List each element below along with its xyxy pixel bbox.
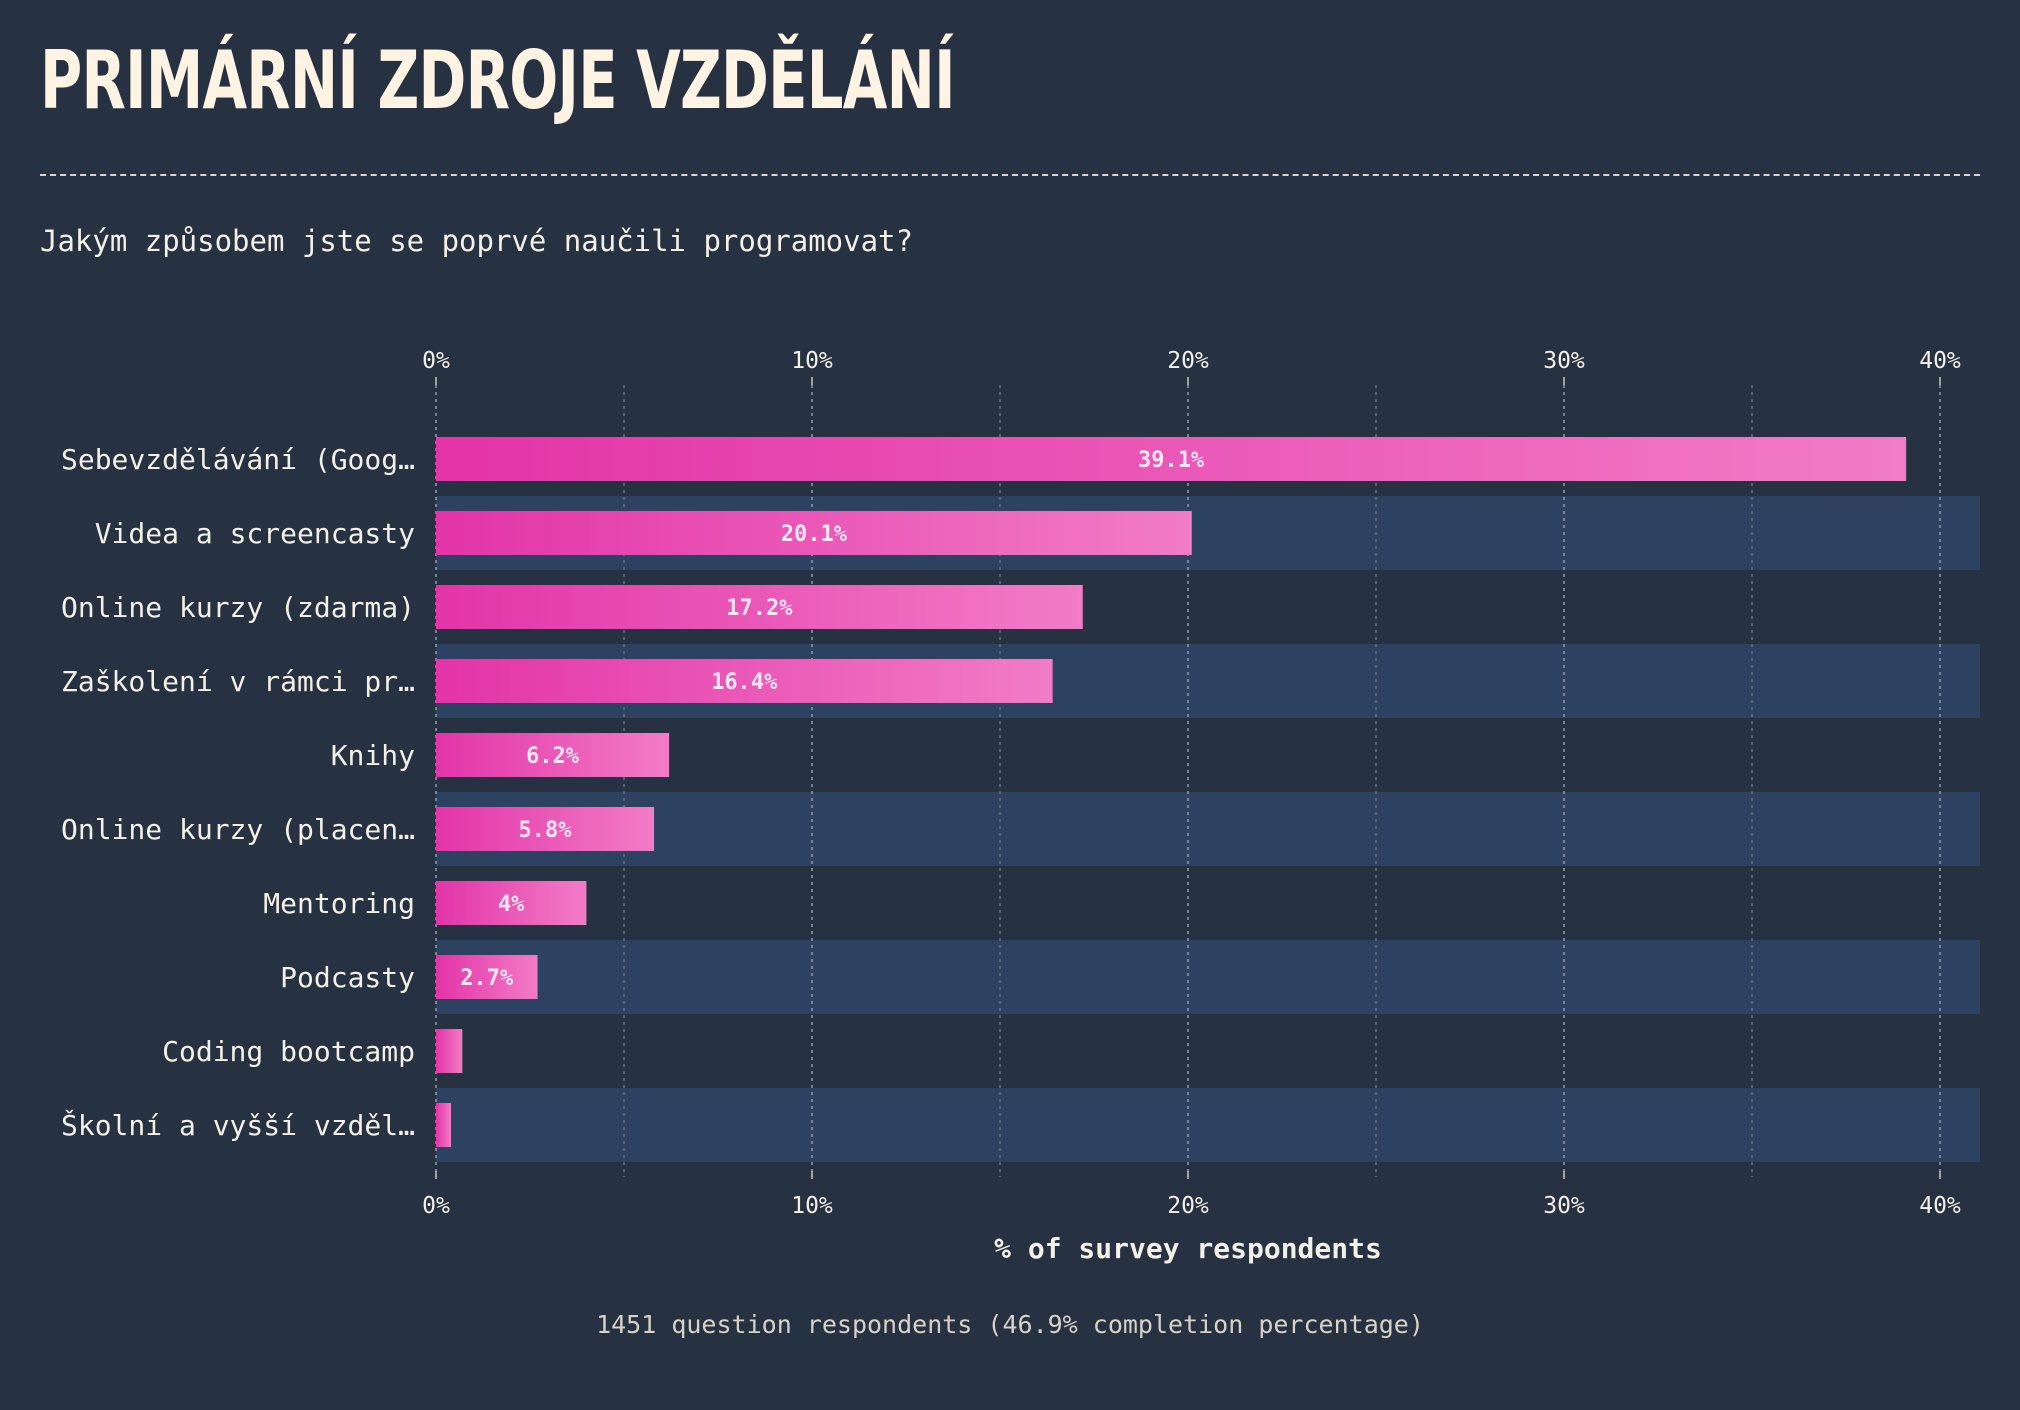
data-label: 39.1% xyxy=(1138,448,1205,473)
category-label: Coding bootcamp xyxy=(162,1035,415,1068)
row-band xyxy=(436,1088,1980,1162)
tick-label: 30% xyxy=(1543,1193,1585,1219)
chart-subtitle: Jakým způsobem jste se poprvé naučili pr… xyxy=(40,224,913,258)
category-label: Online kurzy (placen… xyxy=(61,813,415,846)
respondents-note: 1451 question respondents (46.9% complet… xyxy=(596,1310,1424,1339)
bar xyxy=(436,733,670,777)
bar xyxy=(436,1029,463,1073)
bar xyxy=(436,659,1053,703)
tick-label: 40% xyxy=(1919,1193,1961,1219)
row-band xyxy=(436,792,1980,866)
bar xyxy=(436,511,1192,555)
row-band xyxy=(436,940,1980,1014)
bar xyxy=(436,1103,452,1147)
bar xyxy=(436,585,1083,629)
tick-label: 20% xyxy=(1167,1193,1209,1219)
tick-label: 10% xyxy=(791,1193,833,1219)
category-label: Školní a vyšší vzděl… xyxy=(61,1108,415,1142)
data-label: 4% xyxy=(498,892,525,917)
tick-label: 0% xyxy=(422,348,450,374)
bar xyxy=(436,955,538,999)
data-label: 16.4% xyxy=(711,670,778,695)
data-label: 6.2% xyxy=(526,744,580,769)
tick-label: 10% xyxy=(791,348,833,374)
data-label: 17.2% xyxy=(726,596,793,621)
category-label: Mentoring xyxy=(263,887,415,920)
category-label: Videa a screencasty xyxy=(95,517,415,550)
page-title: PRIMÁRNÍ ZDROJE VZDĚLÁNÍ xyxy=(40,34,956,127)
x-axis-title: % of survey respondents xyxy=(994,1232,1382,1265)
data-label: 20.1% xyxy=(781,522,848,547)
category-label: Online kurzy (zdarma) xyxy=(61,591,415,624)
bar xyxy=(436,437,1907,481)
tick-label: 30% xyxy=(1543,348,1585,374)
category-label: Podcasty xyxy=(280,961,415,994)
tick-label: 40% xyxy=(1919,348,1961,374)
data-label: 5.8% xyxy=(519,818,573,843)
bar xyxy=(436,881,587,925)
category-labels: Sebevzdělávání (Goog… Videa a screencasty… xyxy=(61,443,415,1142)
category-label: Zaškolení v rámci pr… xyxy=(61,665,415,698)
x-axis-bottom: 0% 10% 20% 30% 40% xyxy=(422,1171,1961,1219)
data-label: 2.7% xyxy=(460,966,514,991)
bars: 39.1% 20.1% 17.2% 16.4% 6.2% 5.8% 4% 2.7% xyxy=(436,437,1907,1147)
x-axis-top: 0% 10% 20% 30% 40% xyxy=(422,348,1961,385)
row-bands xyxy=(436,496,1980,1162)
category-label: Sebevzdělávání (Goog… xyxy=(61,443,415,476)
category-label: Knihy xyxy=(331,739,415,772)
bar-chart: 39.1% 20.1% 17.2% 16.4% 6.2% 5.8% 4% 2.7% Sebev… xyxy=(61,348,1980,1265)
bar xyxy=(436,807,655,851)
tick-label: 20% xyxy=(1167,348,1209,374)
tick-label: 0% xyxy=(422,1193,450,1219)
title-divider xyxy=(40,174,1980,176)
